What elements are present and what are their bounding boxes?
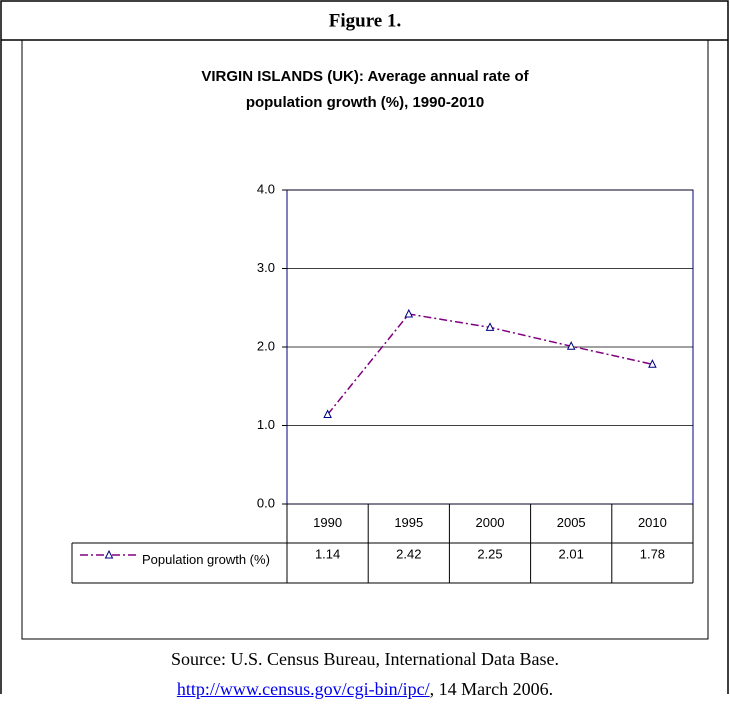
point-marker bbox=[485, 322, 495, 331]
point-marker bbox=[323, 409, 332, 419]
source: Source: U.S. Census Bureau, Internationa… bbox=[0, 644, 730, 704]
table-value: 1.78 bbox=[640, 546, 665, 561]
x-tick-label: 1990 bbox=[313, 515, 342, 530]
chart-title: population growth (%), 1990-2010 bbox=[246, 94, 484, 111]
table-value: 1.14 bbox=[315, 546, 340, 561]
table-value: 2.01 bbox=[559, 546, 584, 561]
y-tick-label: 0.0 bbox=[257, 495, 275, 510]
point-marker bbox=[404, 308, 414, 318]
chart-title: VIRGIN ISLANDS (UK): Average annual rate… bbox=[201, 68, 529, 85]
source-date: , 14 March 2006. bbox=[429, 679, 554, 699]
x-tick-label: 2000 bbox=[476, 515, 505, 530]
source-line: http://www.census.gov/cgi-bin/ipc/, 14 M… bbox=[0, 674, 730, 704]
table-value: 2.25 bbox=[477, 546, 502, 561]
x-tick-label: 2005 bbox=[557, 515, 586, 530]
source-text: Source: U.S. Census Bureau, Internationa… bbox=[171, 649, 559, 669]
source-link[interactable]: http://www.census.gov/cgi-bin/ipc/ bbox=[176, 679, 430, 699]
table-value: 2.42 bbox=[396, 546, 421, 561]
legend-marker bbox=[104, 549, 114, 559]
point-marker bbox=[566, 341, 576, 350]
x-tick-label: 2010 bbox=[638, 515, 667, 530]
chart-frame bbox=[21, 39, 709, 640]
figure-label: Figure 1. bbox=[329, 10, 401, 31]
y-tick-label: 2.0 bbox=[257, 338, 275, 353]
y-tick-label: 4.0 bbox=[257, 181, 275, 196]
y-tick-label: 3.0 bbox=[257, 260, 275, 275]
y-tick-label: 1.0 bbox=[257, 417, 275, 432]
point-marker bbox=[648, 359, 657, 368]
legend-label: Population growth (%) bbox=[142, 552, 270, 567]
x-tick-label: 1995 bbox=[394, 515, 423, 530]
